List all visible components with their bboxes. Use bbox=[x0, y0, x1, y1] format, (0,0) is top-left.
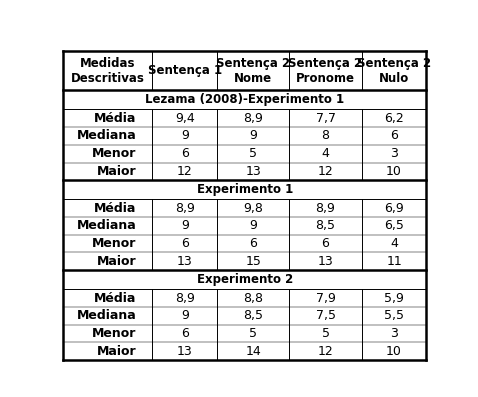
Text: 13: 13 bbox=[245, 165, 261, 178]
Text: 8,9: 8,9 bbox=[175, 202, 195, 215]
Text: 8,9: 8,9 bbox=[243, 112, 263, 125]
Text: 9: 9 bbox=[250, 129, 257, 143]
Text: Maior: Maior bbox=[97, 165, 136, 178]
Text: Média: Média bbox=[94, 202, 136, 215]
Text: Pronome: Pronome bbox=[296, 72, 355, 85]
Text: 9: 9 bbox=[181, 220, 189, 232]
Text: Mediana: Mediana bbox=[76, 129, 136, 143]
Text: 10: 10 bbox=[386, 345, 402, 358]
Text: 14: 14 bbox=[245, 345, 261, 358]
Text: Média: Média bbox=[94, 291, 136, 304]
Text: 6: 6 bbox=[322, 237, 329, 250]
Text: 6,5: 6,5 bbox=[384, 220, 404, 232]
Text: Menor: Menor bbox=[92, 147, 136, 160]
Text: 13: 13 bbox=[177, 255, 193, 268]
Text: 9: 9 bbox=[181, 129, 189, 143]
Text: Sentença 2: Sentença 2 bbox=[289, 57, 363, 70]
Text: 7,9: 7,9 bbox=[315, 291, 336, 304]
Text: 6: 6 bbox=[390, 129, 398, 143]
Text: 6: 6 bbox=[181, 237, 189, 250]
Text: Menor: Menor bbox=[92, 237, 136, 250]
Text: 5,9: 5,9 bbox=[384, 291, 404, 304]
Text: 6: 6 bbox=[181, 147, 189, 160]
Text: 8: 8 bbox=[322, 129, 329, 143]
Text: 7,7: 7,7 bbox=[315, 112, 336, 125]
Text: 5: 5 bbox=[250, 147, 257, 160]
Text: Lezama (2008)-Experimento 1: Lezama (2008)-Experimento 1 bbox=[145, 93, 345, 106]
Text: Mediana: Mediana bbox=[76, 220, 136, 232]
Text: Descritivas: Descritivas bbox=[71, 72, 145, 85]
Text: 9,8: 9,8 bbox=[243, 202, 263, 215]
Text: Mediana: Mediana bbox=[76, 309, 136, 322]
Text: 4: 4 bbox=[390, 237, 398, 250]
Text: 8,8: 8,8 bbox=[243, 291, 263, 304]
Text: Sentença 1: Sentença 1 bbox=[148, 64, 222, 77]
Text: 5,5: 5,5 bbox=[384, 309, 404, 322]
Text: Nulo: Nulo bbox=[379, 72, 409, 85]
Text: 5: 5 bbox=[250, 327, 257, 340]
Text: 9: 9 bbox=[250, 220, 257, 232]
Text: Nome: Nome bbox=[234, 72, 272, 85]
Text: Média: Média bbox=[94, 112, 136, 125]
Text: 8,9: 8,9 bbox=[315, 202, 336, 215]
Text: 13: 13 bbox=[177, 345, 193, 358]
Text: Medidas: Medidas bbox=[80, 57, 136, 70]
Text: Experimento 2: Experimento 2 bbox=[197, 273, 293, 286]
Text: 12: 12 bbox=[177, 165, 193, 178]
Text: Sentença 2: Sentença 2 bbox=[357, 57, 431, 70]
Text: 10: 10 bbox=[386, 165, 402, 178]
Text: Experimento 1: Experimento 1 bbox=[197, 183, 293, 196]
Text: 6: 6 bbox=[181, 327, 189, 340]
Text: 13: 13 bbox=[318, 255, 334, 268]
Text: 8,5: 8,5 bbox=[243, 309, 263, 322]
Text: 4: 4 bbox=[322, 147, 329, 160]
Text: 12: 12 bbox=[318, 345, 334, 358]
Text: Sentença 2: Sentença 2 bbox=[216, 57, 290, 70]
Text: 8,5: 8,5 bbox=[315, 220, 336, 232]
Text: 7,5: 7,5 bbox=[315, 309, 336, 322]
Text: 9: 9 bbox=[181, 309, 189, 322]
Text: 3: 3 bbox=[390, 147, 398, 160]
Text: 12: 12 bbox=[318, 165, 334, 178]
Text: 9,4: 9,4 bbox=[175, 112, 195, 125]
Text: 8,9: 8,9 bbox=[175, 291, 195, 304]
Text: 3: 3 bbox=[390, 327, 398, 340]
Text: 6,2: 6,2 bbox=[384, 112, 404, 125]
Text: Maior: Maior bbox=[97, 345, 136, 358]
Text: 5: 5 bbox=[322, 327, 329, 340]
Text: 15: 15 bbox=[245, 255, 261, 268]
Text: 6: 6 bbox=[250, 237, 257, 250]
Text: Maior: Maior bbox=[97, 255, 136, 268]
Text: 6,9: 6,9 bbox=[384, 202, 404, 215]
Text: 11: 11 bbox=[386, 255, 402, 268]
Text: Menor: Menor bbox=[92, 327, 136, 340]
